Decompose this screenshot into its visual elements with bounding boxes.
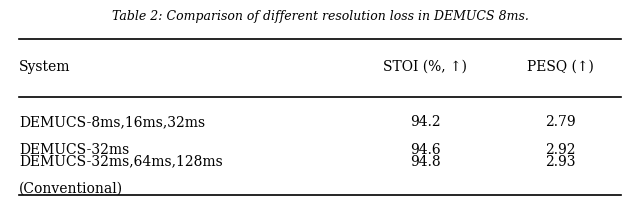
Text: 94.2: 94.2 — [410, 115, 440, 129]
Text: 2.79: 2.79 — [545, 115, 576, 129]
Text: PESQ (↑): PESQ (↑) — [527, 60, 594, 74]
Text: 94.8: 94.8 — [410, 154, 440, 169]
Text: 2.93: 2.93 — [545, 154, 576, 169]
Text: 94.6: 94.6 — [410, 143, 440, 157]
Text: (Conventional): (Conventional) — [19, 182, 124, 196]
Text: DEMUCS-8ms,16ms,32ms: DEMUCS-8ms,16ms,32ms — [19, 115, 205, 129]
Text: 2.92: 2.92 — [545, 143, 576, 157]
Text: Table 2: Comparison of different resolution loss in DEMUCS 8ms.: Table 2: Comparison of different resolut… — [111, 10, 529, 23]
Text: DEMUCS-32ms,64ms,128ms: DEMUCS-32ms,64ms,128ms — [19, 154, 223, 169]
Text: STOI (%, ↑): STOI (%, ↑) — [383, 60, 467, 74]
Text: System: System — [19, 60, 70, 74]
Text: DEMUCS-32ms: DEMUCS-32ms — [19, 143, 129, 157]
